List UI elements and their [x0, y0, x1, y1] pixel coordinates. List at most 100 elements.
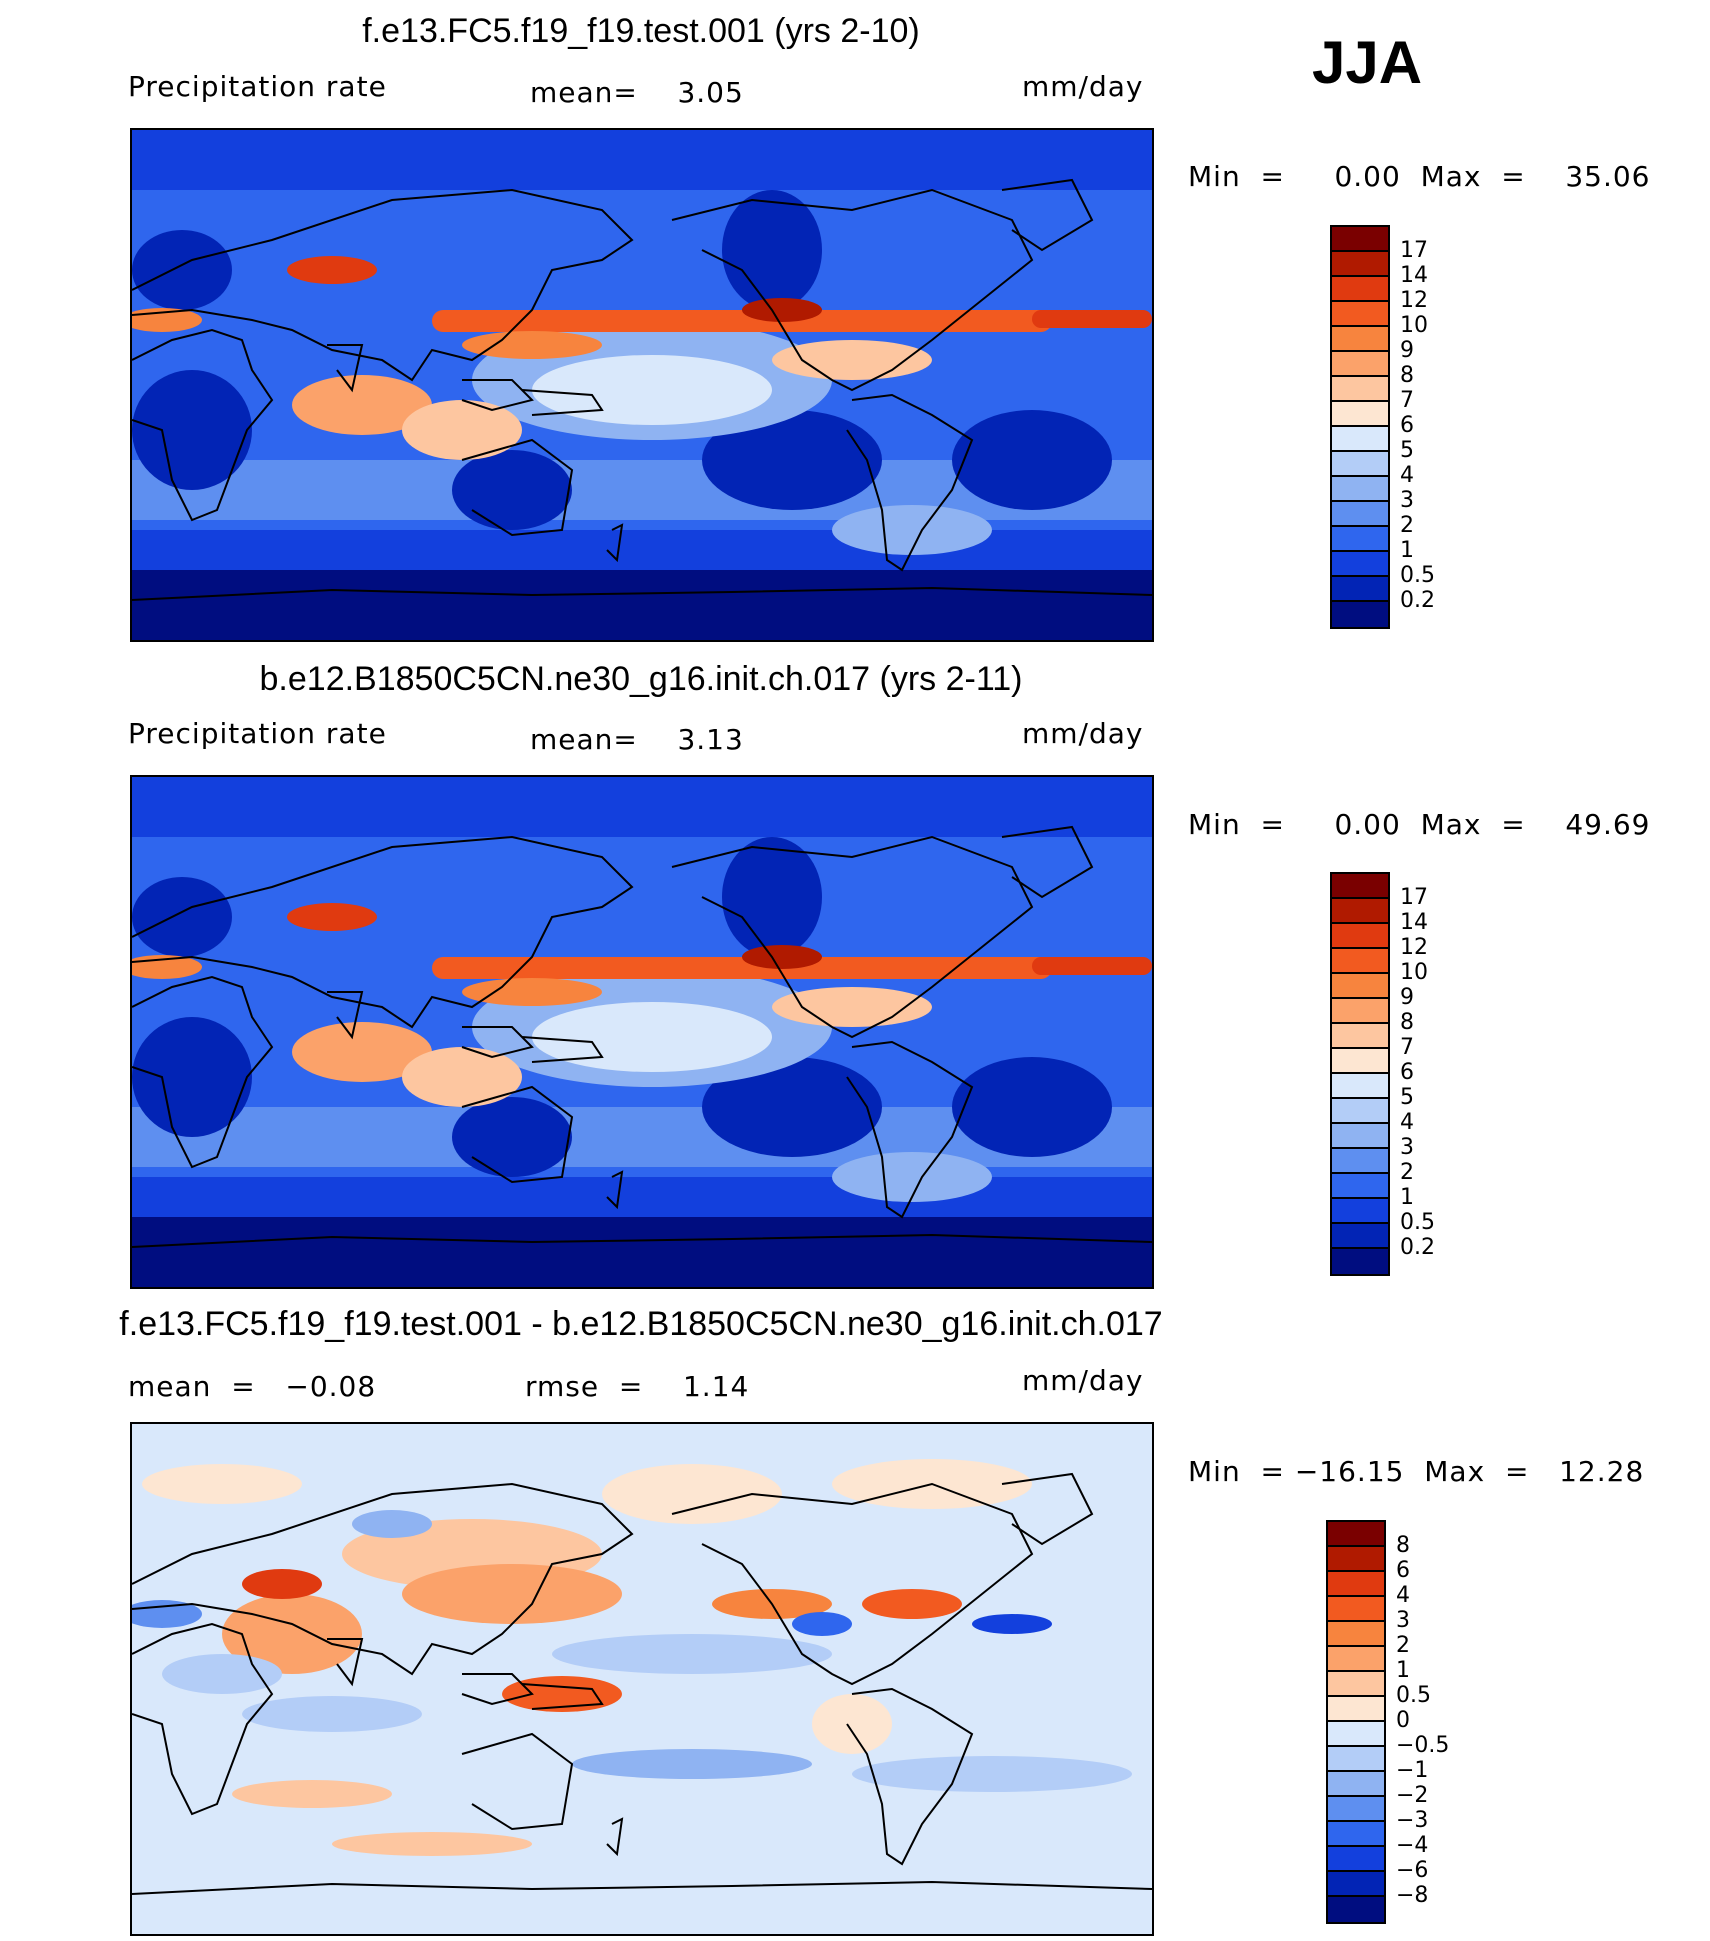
- colorbar-tick-label: 0.5: [1400, 1210, 1435, 1235]
- colorbar-swatch: [1332, 1049, 1388, 1074]
- colorbar-swatch: [1332, 352, 1388, 377]
- panel-2-units-label: mm/day: [1022, 717, 1144, 750]
- colorbar-swatch: [1332, 1149, 1388, 1174]
- panel-1-map: [130, 128, 1154, 642]
- panel-2-colorbar: [1330, 872, 1390, 1276]
- panel-2-variable-label: Precipitation rate: [128, 717, 387, 750]
- colorbar-tick-label: 5: [1400, 438, 1414, 463]
- colorbar-swatch: [1332, 452, 1388, 477]
- colorbar-tick-label: 4: [1400, 1110, 1414, 1135]
- colorbar-swatch: [1332, 1024, 1388, 1049]
- panel-1-title: f.e13.FC5.f19_f19.test.001 (yrs 2-10): [362, 12, 920, 50]
- colorbar-tick-label: 10: [1400, 960, 1428, 985]
- colorbar-swatch: [1328, 1872, 1384, 1897]
- colorbar-tick-label: 3: [1400, 488, 1414, 513]
- colorbar-swatch: [1332, 327, 1388, 352]
- colorbar-swatch: [1332, 924, 1388, 949]
- colorbar-swatch: [1332, 277, 1388, 302]
- panel-1-colorbar: [1330, 225, 1390, 629]
- colorbar-swatch: [1328, 1647, 1384, 1672]
- colorbar-swatch: [1332, 974, 1388, 999]
- panel-1-units-label: mm/day: [1022, 70, 1144, 103]
- colorbar-swatch: [1328, 1797, 1384, 1822]
- colorbar-swatch: [1332, 302, 1388, 327]
- colorbar-tick-label: 0.5: [1396, 1683, 1431, 1708]
- colorbar-tick-label: 14: [1400, 263, 1428, 288]
- colorbar-swatch: [1328, 1722, 1384, 1747]
- colorbar-swatch: [1332, 552, 1388, 577]
- colorbar-tick-label: 1: [1400, 538, 1414, 563]
- colorbar-tick-label: 2: [1400, 1160, 1414, 1185]
- colorbar-tick-label: −0.5: [1396, 1733, 1450, 1758]
- colorbar-swatch: [1332, 1174, 1388, 1199]
- season-label: JJA: [1312, 29, 1423, 96]
- colorbar-swatch: [1332, 874, 1388, 899]
- colorbar-tick-label: 4: [1400, 463, 1414, 488]
- colorbar-tick-label: −8: [1396, 1883, 1429, 1908]
- panel-2-minmax: Min = 0.00 Max = 49.69: [1188, 808, 1651, 841]
- panel-3-colorbar: [1326, 1520, 1386, 1924]
- colorbar-tick-label: 6: [1396, 1558, 1410, 1583]
- colorbar-swatch: [1332, 1199, 1388, 1224]
- panel-3-map: [130, 1422, 1154, 1936]
- colorbar-swatch: [1332, 477, 1388, 502]
- colorbar-swatch: [1332, 252, 1388, 277]
- colorbar-swatch: [1332, 1249, 1388, 1274]
- colorbar-tick-label: 7: [1400, 388, 1414, 413]
- colorbar-swatch: [1332, 1074, 1388, 1099]
- colorbar-swatch: [1332, 377, 1388, 402]
- colorbar-swatch: [1332, 899, 1388, 924]
- colorbar-tick-label: −1: [1396, 1758, 1429, 1783]
- colorbar-tick-label: 3: [1396, 1608, 1410, 1633]
- colorbar-swatch: [1332, 527, 1388, 552]
- colorbar-tick-label: 9: [1400, 338, 1414, 363]
- colorbar-swatch: [1332, 227, 1388, 252]
- colorbar-tick-label: 12: [1400, 935, 1428, 960]
- panel-3-mean-label: mean = −0.08: [128, 1370, 377, 1403]
- colorbar-tick-label: 2: [1400, 513, 1414, 538]
- colorbar-tick-label: 3: [1400, 1135, 1414, 1160]
- colorbar-swatch: [1328, 1897, 1384, 1922]
- colorbar-tick-label: 8: [1400, 363, 1414, 388]
- colorbar-tick-label: 6: [1400, 413, 1414, 438]
- colorbar-tick-label: 8: [1400, 1010, 1414, 1035]
- panel-1-mean-label: mean= 3.05: [530, 76, 744, 109]
- colorbar-swatch: [1328, 1672, 1384, 1697]
- colorbar-swatch: [1328, 1822, 1384, 1847]
- colorbar-swatch: [1332, 949, 1388, 974]
- colorbar-swatch: [1332, 577, 1388, 602]
- colorbar-swatch: [1328, 1747, 1384, 1772]
- colorbar-swatch: [1328, 1772, 1384, 1797]
- colorbar-swatch: [1328, 1547, 1384, 1572]
- colorbar-tick-label: 0.5: [1400, 563, 1435, 588]
- panel-1-variable-label: Precipitation rate: [128, 70, 387, 103]
- colorbar-tick-label: 4: [1396, 1583, 1410, 1608]
- colorbar-swatch: [1332, 999, 1388, 1024]
- colorbar-swatch: [1328, 1597, 1384, 1622]
- panel-3-minmax: Min = −16.15 Max = 12.28: [1188, 1455, 1645, 1488]
- colorbar-tick-label: 14: [1400, 910, 1428, 935]
- colorbar-tick-label: 6: [1400, 1060, 1414, 1085]
- panel-3-units-label: mm/day: [1022, 1364, 1144, 1397]
- panel-3-title: f.e13.FC5.f19_f19.test.001 - b.e12.B1850…: [119, 1305, 1163, 1343]
- colorbar-tick-label: 2: [1396, 1633, 1410, 1658]
- colorbar-tick-label: 0.2: [1400, 588, 1435, 613]
- colorbar-tick-label: −2: [1396, 1783, 1429, 1808]
- panel-2-mean-label: mean= 3.13: [530, 723, 744, 756]
- colorbar-tick-label: 5: [1400, 1085, 1414, 1110]
- colorbar-swatch: [1332, 1124, 1388, 1149]
- colorbar-tick-label: 17: [1400, 885, 1428, 910]
- colorbar-swatch: [1332, 502, 1388, 527]
- colorbar-swatch: [1328, 1847, 1384, 1872]
- colorbar-swatch: [1332, 402, 1388, 427]
- panel-3-rmse-label: rmse = 1.14: [525, 1370, 750, 1403]
- colorbar-tick-label: 7: [1400, 1035, 1414, 1060]
- panel-2-title: b.e12.B1850C5CN.ne30_g16.init.ch.017 (yr…: [259, 660, 1023, 698]
- colorbar-tick-label: −6: [1396, 1858, 1429, 1883]
- colorbar-swatch: [1328, 1522, 1384, 1547]
- colorbar-swatch: [1332, 1099, 1388, 1124]
- colorbar-tick-label: 12: [1400, 288, 1428, 313]
- colorbar-tick-label: 0.2: [1400, 1235, 1435, 1260]
- colorbar-swatch: [1332, 427, 1388, 452]
- colorbar-tick-label: 8: [1396, 1533, 1410, 1558]
